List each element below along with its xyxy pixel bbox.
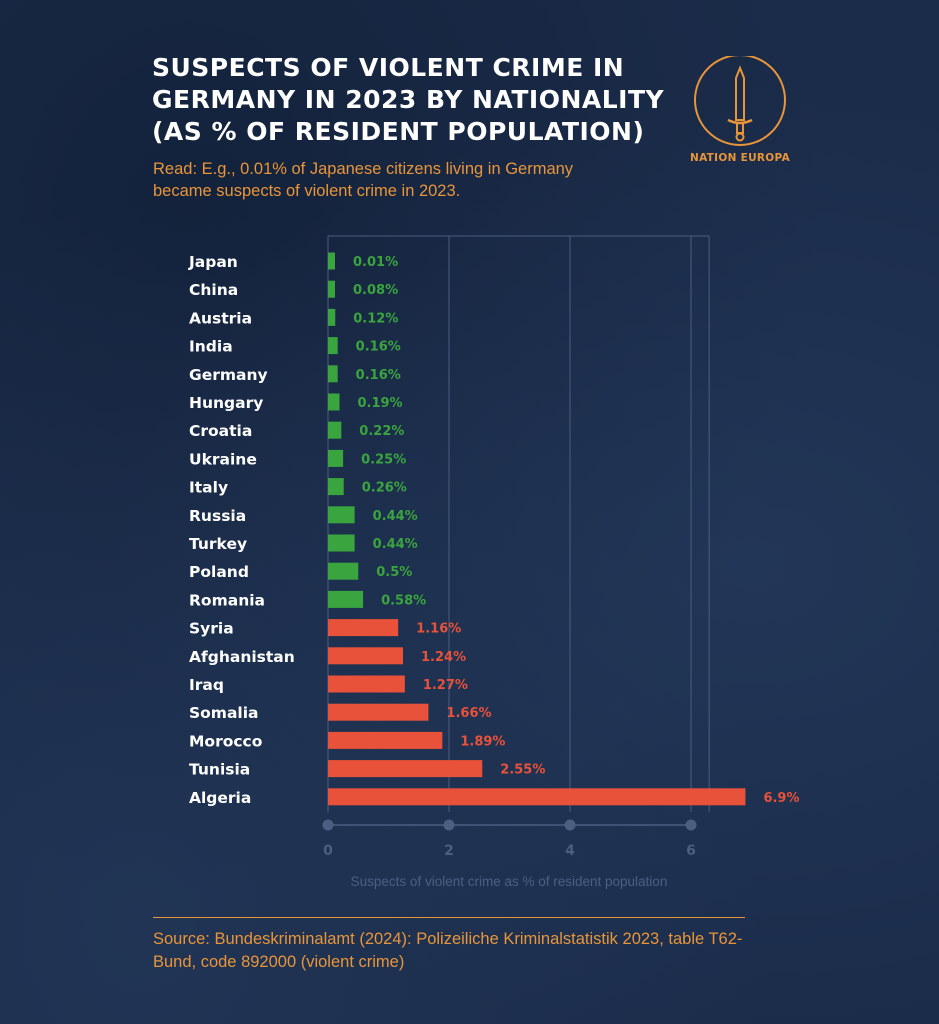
category-label: Somalia [189,704,259,722]
chart-subtitle: Read: E.g., 0.01% of Japanese citizens l… [153,160,574,200]
value-label: 0.12% [353,311,398,326]
bar-ukraine [328,449,344,467]
value-label: 2.55% [500,763,545,778]
x-tick-marker-2 [564,819,576,831]
value-label: 0.16% [356,340,401,355]
bar-romania [328,590,364,608]
bar-somalia [328,703,429,721]
category-label: China [189,281,238,299]
x-axis-title: Suspects of violent crime as % of reside… [351,874,668,889]
value-label: 0.58% [381,593,426,608]
category-label: Iraq [189,676,224,694]
bar-turkey [328,534,355,552]
bar-china [328,280,335,298]
bar-austria [328,308,336,326]
chart-title: Suspects of violent crime in Germany in … [152,53,665,146]
value-label: 1.27% [423,678,468,693]
value-label: 0.44% [373,509,418,524]
value-label: 0.26% [362,481,407,496]
category-label: Algeria [189,789,251,807]
bar-poland [328,562,359,580]
category-label: Russia [189,507,246,525]
category-label: Tunisia [189,761,250,779]
logo-text: NATION EUROPA [689,152,790,164]
value-label: 0.16% [356,368,401,383]
x-tick-label-0: 0 [323,843,333,859]
value-label: 0.01% [353,255,398,270]
value-label: 1.66% [446,706,491,721]
x-tick-marker-0 [322,819,334,831]
bar-russia [328,506,355,524]
bar-hungary [328,393,340,411]
bar-algeria [328,788,746,806]
value-label: 1.89% [460,734,505,749]
category-label: Morocco [189,732,262,750]
x-tick-label-3: 6 [686,843,696,859]
bar-chart: 0 2 4 6 Suspects of violent crime as % of re… [188,235,800,889]
value-label: 1.24% [421,650,466,665]
x-tick-label-2: 4 [565,843,575,859]
category-label: Afghanistan [189,648,295,666]
category-label: Austria [189,309,252,327]
x-tick-label-1: 2 [444,843,454,859]
value-label: 0.5% [376,565,412,580]
value-label: 1.16% [416,622,461,637]
bar-afghanistan [328,647,404,665]
divider [153,917,745,918]
x-tick-marker-3 [685,819,697,831]
category-label: Italy [189,479,228,497]
category-label: Romania [189,591,265,609]
sword-icon [694,56,786,146]
bar-morocco [328,731,443,749]
bar-japan [328,252,335,270]
bar-italy [328,478,344,496]
bar-germany [328,365,338,383]
value-label: 6.9% [763,791,799,806]
category-label: Ukraine [189,450,257,468]
bar-india [328,337,338,355]
bar-iraq [328,675,405,693]
category-label: Japan [188,253,238,271]
category-label: Hungary [189,394,263,412]
value-label: 0.19% [357,396,402,411]
value-label: 0.08% [353,283,398,298]
value-label: 0.44% [373,537,418,552]
bar-syria [328,619,399,637]
category-label: Turkey [189,535,247,553]
category-label: Poland [189,563,249,581]
category-label: Syria [189,620,234,638]
bar-croatia [328,421,342,439]
x-tick-marker-1 [443,819,455,831]
value-label: 0.22% [359,424,404,439]
value-label: 0.25% [361,452,406,467]
source-note: Source: Bundeskriminalamt (2024): Polize… [153,930,743,971]
bar-tunisia [328,760,483,778]
category-label: Croatia [189,422,252,440]
category-label: Germany [189,366,268,384]
category-label: India [189,338,233,356]
